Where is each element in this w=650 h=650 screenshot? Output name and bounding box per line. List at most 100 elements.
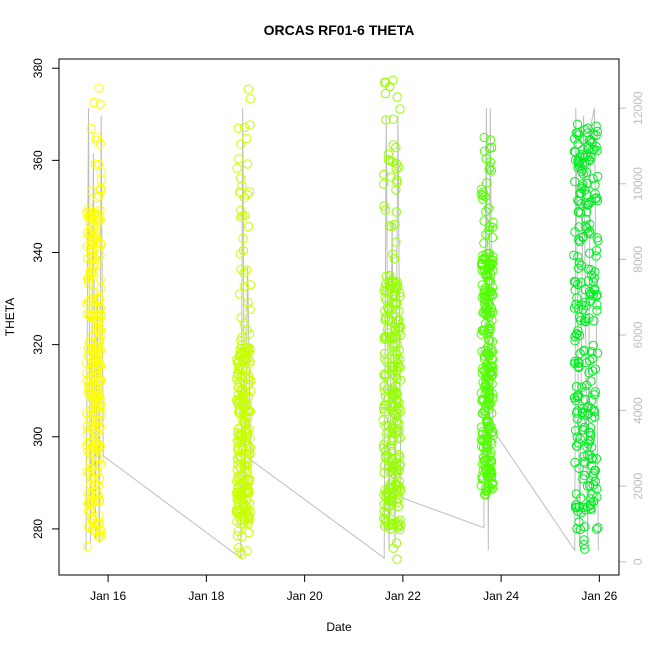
theta-point [86, 404, 97, 415]
theta-point [85, 211, 95, 222]
theta-point [573, 252, 583, 262]
theta-point [572, 408, 582, 418]
theta-point [92, 132, 102, 142]
theta-point [481, 254, 491, 264]
theta-point [242, 453, 252, 464]
theta-point [590, 407, 600, 417]
theta-point [236, 173, 246, 183]
theta-point [388, 418, 399, 428]
theta-point [84, 231, 94, 241]
theta-point [86, 501, 97, 511]
theta-point [479, 216, 489, 226]
theta-point [386, 519, 396, 530]
theta-point [242, 511, 253, 521]
theta-point [94, 191, 104, 201]
theta-point [380, 515, 390, 525]
theta-point [579, 345, 589, 356]
theta-point [482, 421, 493, 432]
theta-point [391, 185, 401, 195]
theta-point [232, 531, 243, 541]
theta-point [477, 280, 487, 290]
theta-point [85, 268, 95, 279]
theta-point [388, 75, 398, 85]
theta-point [484, 393, 494, 404]
theta-point [91, 427, 101, 437]
theta-point [392, 521, 402, 531]
theta-point [82, 298, 92, 308]
theta-point [479, 238, 489, 248]
theta-point [480, 294, 490, 304]
theta-point [89, 479, 100, 489]
theta-point [85, 272, 95, 282]
theta-point [577, 179, 588, 189]
theta-point [573, 304, 584, 314]
theta-point [577, 407, 588, 417]
theta-point [585, 500, 596, 511]
theta-point [577, 403, 587, 414]
theta-point [585, 355, 595, 366]
theta-point [591, 245, 602, 256]
theta-point [243, 513, 253, 523]
theta-point [236, 519, 246, 529]
theta-point [482, 308, 492, 319]
theta-point [571, 502, 582, 513]
theta-point [476, 388, 486, 398]
theta-point [91, 394, 101, 405]
theta-point [573, 438, 584, 448]
theta-point [584, 226, 595, 236]
theta-point [395, 362, 405, 373]
theta-point [571, 128, 581, 138]
y2-tick-label: 2000 [631, 472, 645, 499]
theta-point [90, 393, 101, 403]
theta-point [384, 483, 395, 493]
theta-point [245, 343, 255, 353]
theta-point [391, 485, 402, 495]
theta-point [380, 314, 390, 324]
x-tick-label: Jan 24 [483, 589, 519, 603]
theta-point [96, 283, 106, 293]
theta-point [574, 517, 584, 527]
theta-point [389, 254, 400, 264]
theta-point [385, 441, 396, 451]
theta-point [480, 191, 490, 202]
theta-point [244, 527, 254, 538]
theta-point [570, 331, 580, 342]
theta-point [485, 286, 495, 297]
theta-point [96, 375, 106, 385]
theta-point [593, 523, 603, 533]
theta-point [387, 435, 397, 445]
theta-point [237, 441, 248, 452]
theta-point [381, 115, 391, 125]
theta-point [478, 190, 488, 201]
theta-point [380, 369, 390, 379]
theta-point [88, 287, 98, 297]
theta-point [591, 193, 602, 203]
theta-point [591, 121, 601, 131]
x-tick-label: Jan 22 [385, 589, 421, 603]
theta-point [587, 489, 597, 499]
theta-point [588, 277, 599, 287]
theta-point [485, 469, 496, 479]
theta-point [378, 443, 389, 453]
theta-point [580, 185, 590, 195]
theta-point [89, 261, 99, 271]
theta-point [241, 265, 252, 275]
theta-point [394, 493, 404, 504]
theta-point [83, 297, 94, 307]
theta-point [232, 453, 243, 463]
theta-point [246, 386, 256, 396]
theta-point [86, 186, 97, 196]
theta-point [581, 317, 591, 327]
theta-point [86, 309, 97, 319]
theta-point [484, 378, 494, 388]
theta-point [237, 211, 248, 221]
theta-point [387, 393, 398, 404]
theta-point [573, 279, 583, 290]
theta-point [95, 274, 105, 284]
theta-point [482, 270, 493, 280]
theta-point [573, 157, 584, 167]
theta-point [485, 390, 495, 400]
theta-point [392, 177, 402, 188]
theta-point [391, 207, 401, 217]
theta-point [585, 428, 596, 438]
